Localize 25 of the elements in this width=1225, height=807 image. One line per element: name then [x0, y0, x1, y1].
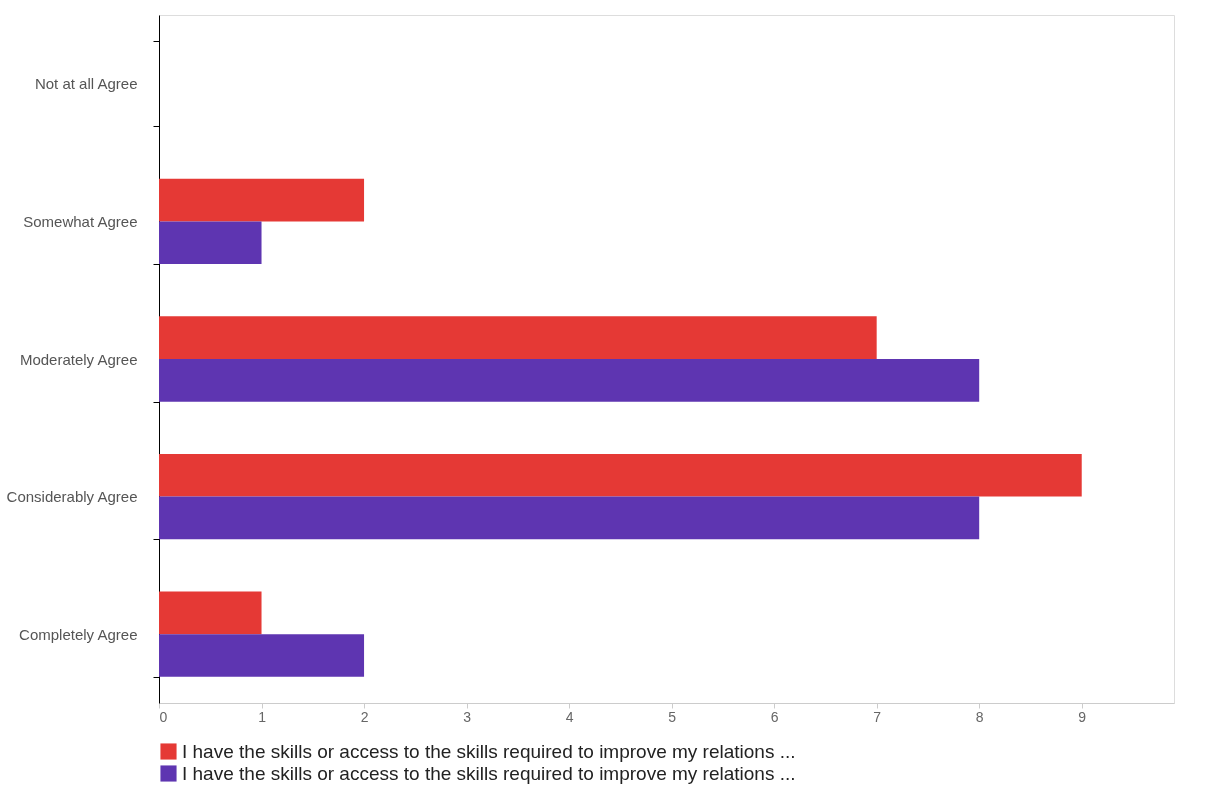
bar — [159, 591, 262, 635]
y-tick-label: Somewhat Agree — [23, 212, 138, 230]
x-tick-label: 7 — [873, 708, 882, 725]
y-tick-label: Moderately Agree — [19, 350, 138, 368]
bar — [159, 634, 365, 677]
y-tick-label: Not at all Agree — [34, 75, 138, 93]
x-tick-label: 6 — [770, 708, 779, 725]
bar — [159, 221, 262, 265]
x-tick-label: 9 — [1078, 708, 1087, 725]
x-tick-label: 8 — [975, 708, 984, 725]
x-tick-label: 3 — [463, 708, 472, 725]
bar — [159, 453, 1082, 497]
x-tick-label: 4 — [565, 708, 574, 725]
x-tick-label: 0 — [159, 708, 168, 725]
y-tick-label: Completely Agree — [19, 625, 138, 643]
x-tick-label: 5 — [668, 708, 677, 725]
legend-label: I have the skills or access to the skills required to improve my relations ... — [182, 762, 796, 784]
bar — [159, 359, 980, 402]
y-tick-label: Considerably Agree — [6, 488, 138, 506]
bar — [159, 316, 877, 359]
bar — [159, 178, 365, 222]
legend-label: I have the skills or access to the skills required to improve my relations ... — [182, 740, 796, 762]
x-tick-label: 2 — [360, 708, 369, 725]
bar — [159, 496, 980, 540]
x-tick-label: 1 — [258, 708, 267, 725]
